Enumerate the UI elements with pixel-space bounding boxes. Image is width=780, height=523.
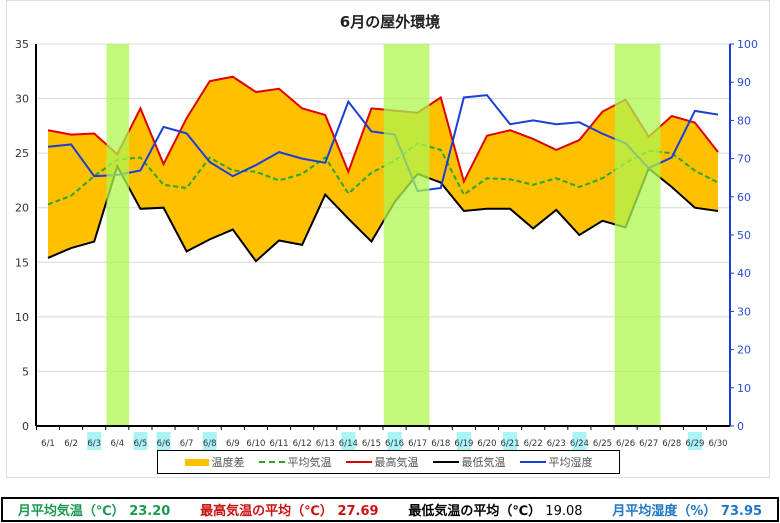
legend-label: 平均気温 (287, 456, 332, 469)
legend-item: 平均気温 (258, 454, 332, 470)
stat-label: 最高気温の平均（℃） (200, 504, 333, 519)
y-tick-right: 60 (737, 191, 751, 204)
legend-swatch (345, 461, 372, 463)
y-tick-right: 100 (737, 38, 758, 51)
x-tick: 6/21 (501, 439, 520, 449)
y-tick-right: 10 (737, 382, 751, 395)
temp-range-area (48, 76, 718, 262)
date-highlight (503, 432, 518, 450)
stat-item: 最高気温の平均（℃） 27.69 (200, 500, 378, 519)
y-tick-left: 20 (15, 202, 29, 215)
date-highlight (202, 432, 217, 450)
x-tick: 6/27 (639, 439, 658, 449)
date-highlight (87, 432, 102, 450)
stat-item: 最低気温の平均（℃） 19.08 (408, 500, 582, 519)
stat-item: 月平均湿度（%） 73.95 (612, 500, 762, 519)
y-tick-right: 80 (737, 114, 751, 127)
x-tick: 6/19 (454, 439, 473, 449)
stat-value: 19.08 (541, 504, 583, 519)
series-line-最低気温 (47, 163, 719, 263)
stat-item: 月平均気温（℃） 23.20 (18, 500, 170, 519)
y-tick-right: 30 (737, 305, 751, 318)
x-tick: 6/23 (547, 439, 566, 449)
date-highlight (456, 432, 471, 450)
x-tick: 6/22 (524, 439, 543, 449)
shaded-band (106, 44, 130, 426)
x-tick: 6/1 (41, 439, 55, 449)
date-highlight (387, 432, 402, 450)
date-highlight (156, 432, 171, 450)
x-tick: 6/4 (110, 439, 124, 449)
y-tick-left: 15 (15, 256, 29, 269)
x-tick: 6/7 (180, 439, 194, 449)
legend-item: 平均湿度 (519, 454, 593, 470)
chart-frame (6, 0, 770, 478)
x-tick: 6/6 (157, 439, 171, 449)
x-tick: 6/17 (408, 439, 427, 449)
y-tick-right: 40 (737, 267, 751, 280)
legend-item: 最高気温 (345, 454, 419, 470)
shaded-band (383, 44, 430, 426)
date-highlight (341, 432, 356, 450)
chart-title: 6月の屋外環境 (340, 13, 440, 31)
x-tick: 6/29 (685, 439, 704, 449)
series-line-最高気温 (47, 75, 719, 185)
x-tick: 6/11 (269, 439, 288, 449)
y-tick-right: 0 (737, 420, 744, 433)
legend-swatch (519, 461, 546, 463)
legend: 温度差 平均気温 最高気温 最低気温 平均湿度 (157, 450, 620, 474)
stats-bar: 月平均気温（℃） 23.20 最高気温の平均（℃） 27.69 最低気温の平均（℃）… (1, 497, 779, 522)
x-tick: 6/16 (385, 439, 404, 449)
legend-swatch (432, 461, 459, 463)
series-line-平均気温 (47, 142, 719, 206)
x-tick: 6/30 (708, 439, 727, 449)
legend-label: 最高気温 (374, 456, 419, 469)
x-tick: 6/9 (226, 439, 240, 449)
x-tick: 6/14 (339, 439, 358, 449)
y-tick-left: 10 (15, 311, 29, 324)
x-tick: 6/10 (246, 439, 265, 449)
date-highlight (133, 432, 148, 450)
x-tick: 6/12 (293, 439, 312, 449)
x-tick: 6/8 (203, 439, 217, 449)
x-tick: 6/2 (64, 439, 78, 449)
stat-label: 月平均湿度（%） (612, 504, 717, 519)
y-tick-left: 5 (22, 365, 29, 378)
shaded-band (614, 44, 661, 426)
date-highlight (687, 432, 702, 450)
legend-swatch (258, 461, 285, 463)
stat-value: 27.69 (332, 504, 379, 519)
y-tick-left: 25 (15, 147, 29, 160)
legend-label: 最低気温 (461, 456, 506, 469)
chart: 6月の屋外環境 0 5 10 15 20 25 30 35 0 10 20 30 40 50 60 70 80 90… (15, 13, 758, 450)
stat-value: 23.20 (124, 504, 171, 519)
y-tick-left: 0 (22, 420, 29, 433)
x-tick: 6/5 (134, 439, 148, 449)
legend-label: 温度差 (211, 456, 245, 469)
y-tick-right: 70 (737, 153, 751, 166)
legend-label: 平均湿度 (548, 456, 593, 469)
y-tick-left: 30 (15, 93, 29, 106)
x-tick: 6/24 (570, 439, 589, 449)
legend-item: 温度差 (184, 454, 245, 470)
x-tick: 6/3 (87, 439, 101, 449)
legend-item: 最低気温 (432, 454, 506, 470)
stat-label: 最低気温の平均（℃） (408, 504, 542, 519)
x-tick: 6/25 (593, 439, 612, 449)
y-tick-right: 50 (737, 229, 751, 242)
stat-value: 73.95 (716, 504, 763, 519)
date-highlight (572, 432, 587, 450)
x-tick: 6/18 (431, 439, 450, 449)
stat-label: 月平均気温（℃） (17, 504, 125, 519)
legend-swatch (184, 458, 209, 466)
y-tick-right: 90 (737, 76, 751, 89)
x-tick: 6/26 (616, 439, 635, 449)
series-line-平均湿度 (47, 94, 719, 193)
x-tick: 6/20 (477, 439, 496, 449)
x-tick: 6/13 (316, 439, 335, 449)
y-tick-left: 35 (15, 38, 29, 51)
y-tick-right: 20 (737, 344, 751, 357)
x-tick: 6/28 (662, 439, 681, 449)
x-tick: 6/15 (362, 439, 381, 449)
